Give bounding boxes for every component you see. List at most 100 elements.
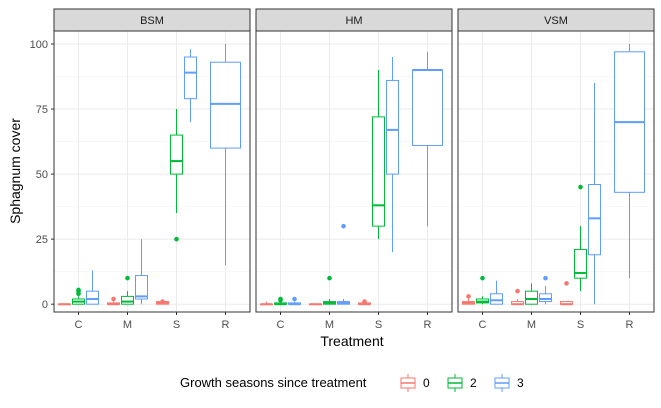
outlier-point: [480, 275, 485, 281]
legend-label: 0: [423, 376, 430, 390]
box-body: [588, 184, 601, 256]
outlier-point: [160, 299, 165, 304]
box-M-3: [539, 275, 552, 305]
x-tick-label: R: [626, 319, 634, 331]
outlier-point: [341, 223, 346, 229]
x-tick-label: C: [277, 319, 285, 331]
panels-layer: BSM C M S R HM C M S R VSM C M S R: [53, 8, 655, 331]
x-tick-label: R: [222, 319, 230, 331]
outlier-point: [327, 275, 332, 281]
box-S-0: [156, 299, 169, 305]
box-body: [539, 293, 552, 303]
box-body: [386, 79, 399, 175]
y-tick-label: 75: [36, 104, 48, 116]
x-tick-label: S: [577, 319, 584, 331]
panel-border: [255, 30, 453, 313]
box-C-2: [72, 287, 85, 305]
y-tick-label: 0: [42, 299, 48, 311]
box-S-0: [358, 299, 371, 306]
strip-label: HM: [345, 15, 362, 27]
outlier-point: [515, 288, 520, 294]
x-axis-title: Treatment: [320, 333, 383, 349]
strip-label: BSM: [140, 15, 164, 27]
box-S-3: [588, 83, 601, 305]
box-C-3: [86, 270, 99, 305]
legend-entry-3: 3: [494, 374, 524, 392]
x-tick-label: S: [375, 319, 382, 331]
x-tick-label: C: [75, 319, 83, 331]
panel-vsm: VSM C M S R: [457, 8, 655, 331]
x-tick-label: C: [479, 319, 487, 331]
y-axis-title: Sphagnum cover: [7, 118, 23, 224]
box-body: [170, 134, 183, 175]
box-M-3: [135, 239, 148, 305]
outlier-point: [564, 281, 569, 286]
box-M-0: [309, 303, 322, 306]
box-body: [372, 116, 385, 227]
grid: [256, 31, 452, 312]
box-body: [490, 293, 503, 305]
box-body: [135, 275, 148, 300]
box-M-2: [121, 275, 134, 305]
outlier-point: [76, 287, 81, 293]
box-R-3: [614, 44, 645, 279]
box-M-2: [525, 283, 538, 305]
x-tick-label: S: [173, 319, 180, 331]
box-C-2: [274, 296, 287, 306]
panel-border: [53, 30, 251, 313]
outlier-point: [278, 296, 283, 302]
x-tick-label: M: [527, 319, 536, 331]
box-body: [86, 290, 99, 305]
legend-label: 2: [470, 376, 477, 390]
y-axis: 0 25 50 75 100: [30, 39, 54, 311]
box-R-3: [210, 44, 241, 266]
x-tick-label: R: [424, 319, 432, 331]
box-body: [525, 290, 538, 305]
box-M-2: [323, 275, 336, 305]
box-body: [574, 249, 587, 279]
box-M-0: [107, 296, 120, 306]
x-tick-label: M: [325, 319, 334, 331]
panel-bsm: BSM C M S R: [53, 8, 251, 331]
box-M-3: [337, 223, 350, 305]
panel-border: [457, 30, 655, 313]
box-C-0: [260, 301, 273, 306]
box-S-0: [560, 281, 573, 306]
box-S-3: [184, 49, 197, 123]
outlier-point: [125, 275, 130, 281]
y-tick-label: 100: [30, 39, 48, 51]
box-C-3: [288, 296, 301, 306]
x-tick-label: M: [123, 319, 132, 331]
box-C-2: [476, 275, 489, 305]
outlier-point: [111, 296, 116, 302]
outlier-point: [362, 299, 367, 304]
legend-title: Growth seasons since treatment: [180, 375, 367, 390]
y-tick-label: 25: [36, 234, 48, 246]
box-S-3: [386, 57, 399, 253]
legend-label: 3: [517, 376, 524, 390]
box-C-0: [58, 303, 71, 306]
legend-entry-0: 0: [400, 374, 430, 392]
box-C-3: [490, 280, 503, 305]
panel-hm: HM C M S R: [255, 8, 453, 331]
outlier-point: [578, 184, 583, 190]
legend-entry-2: 2: [447, 374, 477, 392]
box-C-0: [462, 294, 475, 305]
legend: Growth seasons since treatment 0 2 3: [180, 374, 524, 392]
strip-label: VSM: [544, 15, 568, 27]
outlier-point: [174, 236, 179, 242]
box-body: [121, 295, 134, 305]
box-S-2: [574, 184, 587, 292]
box-body: [210, 61, 241, 149]
box-R-3: [412, 51, 443, 227]
box-S-2: [170, 109, 183, 242]
outlier-point: [292, 296, 297, 302]
box-M-0: [511, 288, 524, 306]
box-body: [412, 69, 443, 146]
box-S-2: [372, 70, 385, 240]
y-tick-label: 50: [36, 169, 48, 181]
box-body: [184, 56, 197, 100]
outlier-point: [466, 294, 471, 299]
outlier-point: [543, 275, 548, 281]
